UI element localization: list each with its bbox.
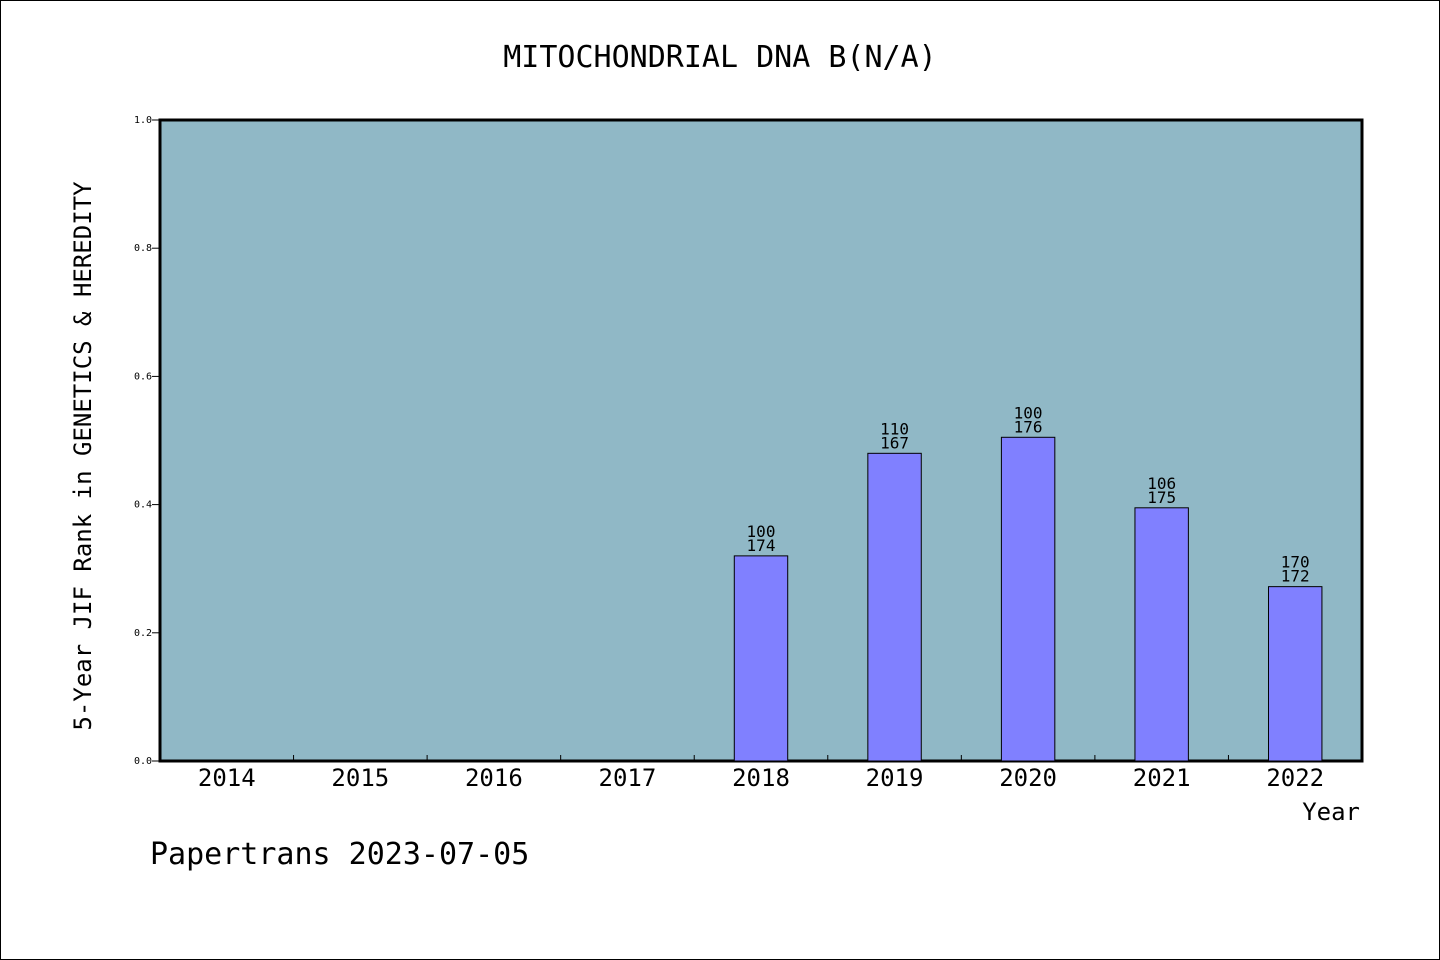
bar-2018: [733, 555, 789, 762]
y-tick-label: 1.0: [134, 115, 152, 126]
bar-2022: [1268, 586, 1323, 762]
y-axis: 0.0 0.2 0.4 0.6 0.8 1.0: [134, 115, 160, 767]
bar-label-bottom: 172: [1281, 567, 1310, 586]
x-tick-label: 2014: [198, 764, 256, 792]
bar-2021: [1134, 507, 1189, 762]
chart-title: MITOCHONDRIAL DNA B(N/A): [503, 40, 936, 75]
x-tick-label: 2016: [465, 764, 523, 792]
y-axis-label: 5-Year JIF Rank in GENETICS & HEREDITY: [69, 181, 97, 731]
x-tick-label: 2020: [999, 764, 1057, 792]
y-tick-label: 0.2: [134, 628, 152, 639]
x-tick-label: 2022: [1266, 764, 1324, 792]
bar-2020: [1000, 436, 1056, 762]
bar-label-top: 106: [1147, 474, 1176, 493]
x-tick-label: 2021: [1133, 764, 1191, 792]
y-tick-label: 0.0: [134, 756, 152, 767]
bar-label-top: 100: [1014, 403, 1043, 422]
bar-label-bottom: 174: [747, 536, 776, 555]
y-tick-label: 0.6: [134, 371, 152, 382]
bar-label-top: 100: [747, 522, 776, 541]
footer-source-date: Papertrans 2023-07-05: [150, 837, 529, 872]
y-tick-label: 0.8: [134, 243, 152, 254]
x-tick-label: 2018: [732, 764, 790, 792]
x-axis: 2014 2015 2016 2017 2018 2019 2020 2021 2022: [198, 755, 1324, 792]
y-tick-label: 0.4: [134, 500, 152, 511]
x-axis-label: Year: [1302, 798, 1360, 826]
bar-label-bottom: 167: [880, 433, 909, 452]
bar-label-top: 170: [1281, 553, 1310, 572]
x-tick-label: 2017: [599, 764, 657, 792]
bar-label-bottom: 176: [1014, 417, 1043, 436]
x-tick-label: 2015: [331, 764, 389, 792]
bar-label-bottom: 175: [1147, 488, 1176, 507]
bar-label-top: 110: [880, 419, 909, 438]
x-tick-label: 2019: [866, 764, 924, 792]
bar-2019: [867, 452, 922, 762]
